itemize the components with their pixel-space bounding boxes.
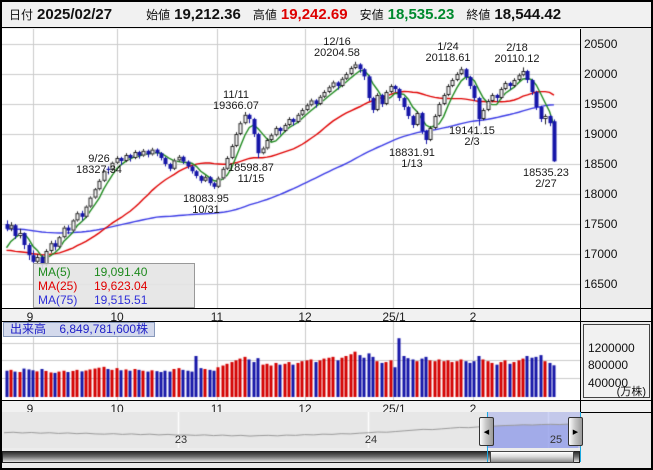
price-chart-canvas [2, 29, 580, 308]
month-label: 9 [26, 310, 34, 324]
price-annotation: 2/18 20110.12 [494, 42, 540, 65]
ma25-label: MA(25) [38, 279, 78, 293]
volume-tick-label: 1200000 [588, 341, 635, 355]
price-annotation: 18535.23 2/27 [523, 167, 569, 190]
month-label: 10 [110, 310, 124, 324]
price-annotation: 1/24 20118.61 [425, 41, 471, 64]
volume-tick-label: 800000 [588, 358, 629, 373]
right-arrow-icon: ▶ [572, 428, 579, 436]
price-annotation: 9/26 18327.34 [76, 153, 122, 176]
ma75-value: 19,515.51 [94, 293, 148, 307]
price-month-axis: 9 10 11 12 25/1 2 [2, 308, 651, 324]
open-value: 19,212.36 [174, 6, 241, 23]
month-label: 2 [469, 402, 477, 416]
left-arrow-icon: ◀ [483, 428, 490, 436]
price-annotation: 19141.15 2/3 [449, 125, 495, 148]
date-value: 2025/02/27 [37, 6, 113, 23]
navigator-left-arrow-button[interactable]: ◀ [479, 417, 494, 446]
low-label: 安値 [359, 8, 384, 22]
ma-legend: MA(5) 19,091.40 MA(25) 19,623.04 MA(75) … [33, 263, 195, 308]
price-annotation: 11/11 19366.07 [213, 89, 259, 112]
month-label: 2 [469, 310, 477, 324]
date-label: 日付 [9, 8, 34, 22]
price-tick-label: 19500 [584, 97, 618, 111]
horizontal-scrollbar-thumb[interactable] [490, 451, 574, 463]
price-annotation: 12/16 20204.58 [314, 36, 360, 59]
price-tick-label: 20000 [584, 67, 618, 81]
price-tick-label: 17500 [584, 217, 618, 231]
close-value: 18,544.42 [494, 6, 562, 23]
ma25-legend-row: MA(25) 19,623.04 [38, 279, 190, 293]
plot-right-border [580, 29, 581, 412]
price-annotation: 18598.87 11/15 [228, 162, 274, 185]
horizontal-scrollbar-track[interactable] [2, 451, 580, 463]
price-annotation: 18831.91 1/13 [389, 147, 435, 170]
volume-header: 出来高 6,849,781,600株 [3, 322, 156, 337]
month-label: 25/1 [382, 310, 406, 324]
volume-tick-label: 400000 [588, 375, 629, 390]
price-tick-label: 19000 [584, 127, 618, 141]
month-label: 12 [298, 310, 312, 324]
volume-axis: 1200000 800000 400000 (万株) [583, 324, 650, 398]
open-label: 始値 [146, 8, 171, 22]
volume-label: 出来高 [10, 322, 47, 336]
month-label: 9 [26, 402, 34, 416]
nav-year-label: 24 [364, 434, 378, 446]
navigator-right-arrow-button[interactable]: ▶ [568, 417, 583, 446]
quote-header: 日付 2025/02/27 始値 19,212.36 高値 19,242.69 … [2, 2, 651, 28]
nav-year-label: 25 [549, 434, 563, 446]
price-tick-label: 16500 [584, 277, 618, 291]
high-value: 19,242.69 [280, 6, 348, 23]
ma75-label: MA(75) [38, 293, 78, 307]
price-tick-label: 18500 [584, 157, 618, 171]
ma5-value: 19,091.40 [94, 265, 148, 279]
ma25-value: 19,623.04 [94, 279, 148, 293]
ma5-label: MA(5) [38, 265, 71, 279]
month-label: 11 [210, 310, 224, 324]
volume-value: 6,849,781,600株 [59, 322, 149, 336]
price-annotation: 18083.95 10/31 [183, 193, 229, 216]
high-label: 高値 [252, 8, 277, 22]
price-tick-label: 20500 [584, 37, 618, 51]
price-tick-label: 17000 [584, 247, 618, 261]
navigator-selection[interactable] [487, 412, 580, 448]
ma75-legend-row: MA(75) 19,515.51 [38, 293, 190, 307]
low-value: 18,535.23 [387, 6, 455, 23]
ma5-legend-row: MA(5) 19,091.40 [38, 265, 190, 279]
volume-unit-label: (万株) [616, 386, 646, 398]
price-tick-label: 18000 [584, 187, 618, 201]
nav-year-label: 23 [174, 434, 188, 446]
close-label: 終値 [466, 8, 491, 22]
